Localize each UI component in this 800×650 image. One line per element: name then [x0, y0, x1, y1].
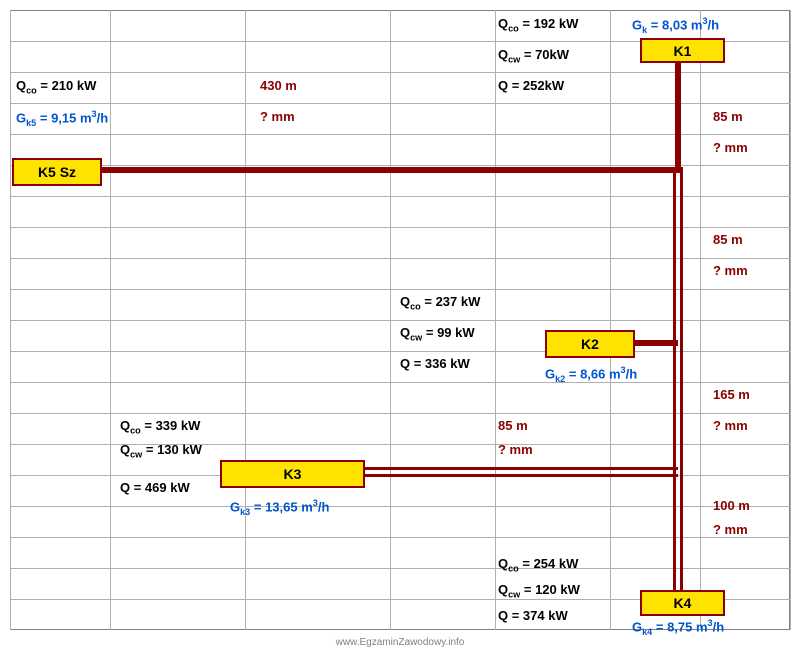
- label-seg5_dia: ? mm: [260, 109, 295, 124]
- node-K1: K1: [640, 38, 725, 63]
- grid-row: [10, 165, 790, 166]
- label-k1_qcw: Qcw = 70kW: [498, 47, 569, 65]
- label-k3_qcw: Qcw = 130 kW: [120, 442, 202, 460]
- node-K2: K2: [545, 330, 635, 358]
- label-k1_qco: Qco = 192 kW: [498, 16, 578, 34]
- label-seg2_len: 165 m: [713, 387, 750, 402]
- label-gk1: Gk = 8,03 m3/h: [632, 16, 719, 35]
- label-k2_qcw: Qcw = 99 kW: [400, 325, 475, 343]
- label-seg1a_dia: ? mm: [713, 140, 748, 155]
- label-k5_qco: Qco = 210 kW: [16, 78, 96, 96]
- node-K4: K4: [640, 590, 725, 616]
- label-seg3_len: 85 m: [498, 418, 528, 433]
- pipe-K2_branch_h: [633, 340, 678, 346]
- label-k4_q: Q = 374 kW: [498, 608, 568, 623]
- label-seg1b_len: 85 m: [713, 232, 743, 247]
- label-gk5: Gk5 = 9,15 m3/h: [16, 109, 108, 128]
- label-k4_qco: Qco = 254 kW: [498, 556, 578, 574]
- label-k3_qco: Qco = 339 kW: [120, 418, 200, 436]
- grid-col: [110, 10, 111, 630]
- pipe-main_v_2: [673, 340, 683, 470]
- grid-row: [10, 72, 790, 73]
- label-seg1a_len: 85 m: [713, 109, 743, 124]
- grid-row: [10, 134, 790, 135]
- label-seg3_dia: ? mm: [498, 442, 533, 457]
- node-K3: K3: [220, 460, 365, 488]
- grid-col: [790, 10, 791, 630]
- grid-row: [10, 103, 790, 104]
- label-k1_q: Q = 252kW: [498, 78, 564, 93]
- diagram-container: K1 K5 Sz K2 K3 K4 Qco = 192 kW Qcw = 70kW Q = …: [0, 0, 800, 650]
- grid-col: [495, 10, 496, 630]
- label-gk2: Gk2 = 8,66 m3/h: [545, 365, 637, 384]
- watermark-text: www.EgzaminZawodowy.info: [336, 637, 465, 648]
- grid-col: [390, 10, 391, 630]
- pipe-main_v_3: [673, 467, 683, 592]
- grid-col: [245, 10, 246, 630]
- pipe-K1_main_v: [675, 62, 681, 172]
- label-k3_q: Q = 469 kW: [120, 480, 190, 495]
- node-K5Sz: K5 Sz: [12, 158, 102, 186]
- label-gk4: Gk4 = 8,75 m3/h: [632, 618, 724, 637]
- pipe-K5_main_h: [100, 167, 680, 173]
- label-gk3: Gk3 = 13,65 m3/h: [230, 498, 329, 517]
- label-seg4_dia: ? mm: [713, 522, 748, 537]
- label-k4_qcw: Qcw = 120 kW: [498, 582, 580, 600]
- pipe-main_v_1: [673, 167, 683, 342]
- label-k2_qco: Qco = 237 kW: [400, 294, 480, 312]
- grid-col: [700, 10, 701, 630]
- grid-col: [610, 10, 611, 630]
- label-seg1b_dia: ? mm: [713, 263, 748, 278]
- label-seg4_len: 100 m: [713, 498, 750, 513]
- label-seg5_len: 430 m: [260, 78, 297, 93]
- label-seg2_dia: ? mm: [713, 418, 748, 433]
- pipe-K3_branch_h: [362, 467, 678, 477]
- label-k2_q: Q = 336 kW: [400, 356, 470, 371]
- grid-col: [10, 10, 11, 630]
